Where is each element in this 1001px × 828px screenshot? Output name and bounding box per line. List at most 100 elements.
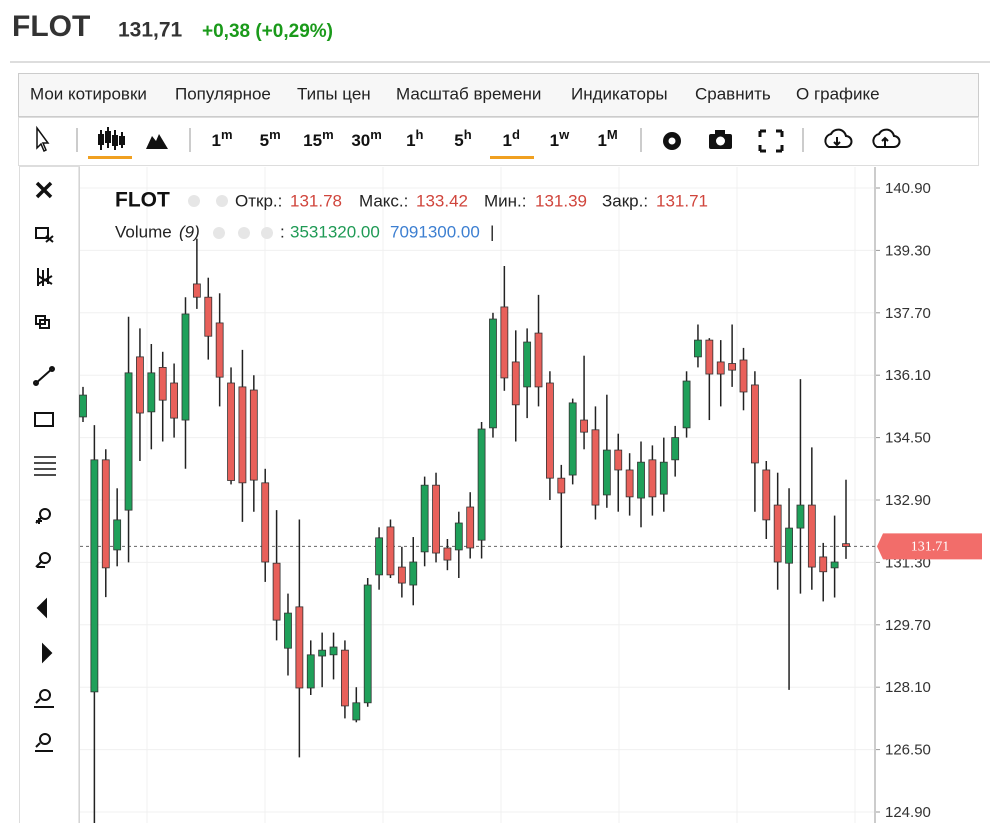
candle-body xyxy=(796,504,805,529)
interval[interactable]: 5h xyxy=(454,127,471,150)
candle-body xyxy=(489,318,497,429)
legend-text: 131.39 xyxy=(535,191,587,210)
candle-body xyxy=(807,504,816,568)
candle-body xyxy=(375,537,383,576)
legend-icon[interactable] xyxy=(188,195,200,207)
interval[interactable]: 5m xyxy=(260,127,281,150)
candle-body xyxy=(659,461,668,495)
interval-unit: d xyxy=(512,127,520,142)
menu-item[interactable]: Популярное xyxy=(175,84,271,103)
y-tick-label: 132.90 xyxy=(885,492,931,509)
y-tick-label: 140.90 xyxy=(885,180,931,197)
candle-body xyxy=(272,562,281,621)
interval[interactable]: 1M xyxy=(597,127,617,150)
download[interactable] xyxy=(824,128,853,148)
interval-unit: m xyxy=(322,127,334,142)
cursor-tool[interactable] xyxy=(36,125,50,153)
candle-body xyxy=(625,469,634,498)
candle-body xyxy=(739,359,748,393)
candle-body xyxy=(637,461,645,499)
interval[interactable]: 30m xyxy=(351,127,381,150)
candle-body xyxy=(432,484,440,554)
candle-body xyxy=(124,372,133,511)
interval-base: 15 xyxy=(303,131,322,150)
candle-body xyxy=(557,477,566,494)
settings[interactable] xyxy=(663,132,681,150)
interval[interactable]: 15m xyxy=(303,127,333,150)
candle-body xyxy=(215,322,224,378)
volume-period: (9) xyxy=(179,222,200,241)
candle-body xyxy=(136,356,144,414)
interval-base: 1 xyxy=(502,131,511,150)
menu-item[interactable]: Типы цен xyxy=(297,84,371,103)
fullscreen[interactable] xyxy=(758,129,784,153)
legend-text: Откр.: xyxy=(235,191,282,210)
legend-icon[interactable] xyxy=(213,227,225,239)
candle-body xyxy=(284,612,292,649)
change: +0,38 (+0,29%) xyxy=(202,21,333,42)
volume-name: Volume xyxy=(115,222,172,241)
volume-value: 3531320.00 xyxy=(290,222,380,241)
volume-sep: : xyxy=(280,222,285,241)
last-price-tag xyxy=(877,533,982,560)
interval-base: 1 xyxy=(550,131,559,150)
interval-base: 5 xyxy=(454,131,463,150)
interval[interactable]: 1h xyxy=(406,127,423,150)
legend-text: Закр.: xyxy=(602,191,648,210)
candle-body xyxy=(511,361,520,406)
candle-body xyxy=(306,654,315,689)
legend-icon[interactable] xyxy=(261,227,273,239)
candle-body xyxy=(728,363,737,371)
interval[interactable]: 1d xyxy=(502,127,519,150)
candles-tool[interactable] xyxy=(98,127,125,150)
candle-body xyxy=(648,459,657,498)
last-price-label: 131.71 xyxy=(911,540,950,555)
candle-body xyxy=(101,459,110,569)
y-tick-label: 139.30 xyxy=(885,242,931,259)
active-underline xyxy=(88,156,132,159)
candle-body xyxy=(113,519,122,551)
y-tick-label: 128.10 xyxy=(885,679,931,696)
candle-body xyxy=(750,384,759,464)
interval-unit: m xyxy=(221,127,233,142)
interval-unit: m xyxy=(269,127,281,142)
candle-body xyxy=(181,313,190,421)
candle-body xyxy=(341,649,349,707)
menu-item[interactable]: Сравнить xyxy=(695,84,771,103)
toolbar-icons xyxy=(76,128,804,152)
interval[interactable]: 1w xyxy=(550,127,570,150)
candle-body xyxy=(568,402,577,476)
candle-body xyxy=(318,649,327,657)
interval-unit: m xyxy=(370,127,382,142)
candle-body xyxy=(227,382,235,481)
legend-text: 131.71 xyxy=(656,191,708,210)
candle-body xyxy=(762,469,771,521)
candle-body xyxy=(79,394,87,418)
interval[interactable]: 1m xyxy=(211,127,232,150)
menu-item[interactable]: Мои котировки xyxy=(30,84,147,103)
upload[interactable] xyxy=(872,128,901,148)
legend-text: Мин.: xyxy=(484,191,527,210)
candle-body xyxy=(261,482,270,563)
candle-body xyxy=(785,527,793,564)
y-tick-label: 129.70 xyxy=(885,617,931,634)
menu-item[interactable]: Масштаб времени xyxy=(396,84,541,103)
candle-body xyxy=(705,339,714,375)
candle-body xyxy=(295,606,304,689)
legend-text: 131.78 xyxy=(290,191,342,210)
price: 131,71 xyxy=(118,19,183,42)
interval-base: 5 xyxy=(260,131,269,150)
legend-icon[interactable] xyxy=(216,195,228,207)
candle-body xyxy=(716,361,725,375)
menu-item[interactable]: Индикаторы xyxy=(571,84,668,103)
candle-body xyxy=(819,556,828,573)
draw-tools[interactable] xyxy=(33,181,56,752)
candle-body xyxy=(671,437,680,461)
screenshot[interactable] xyxy=(709,130,732,149)
menu-bar xyxy=(18,73,979,117)
area-tool[interactable] xyxy=(146,134,168,149)
candle-body xyxy=(477,428,486,541)
menu-item[interactable]: О графике xyxy=(796,84,880,103)
legend-icon[interactable] xyxy=(238,227,250,239)
